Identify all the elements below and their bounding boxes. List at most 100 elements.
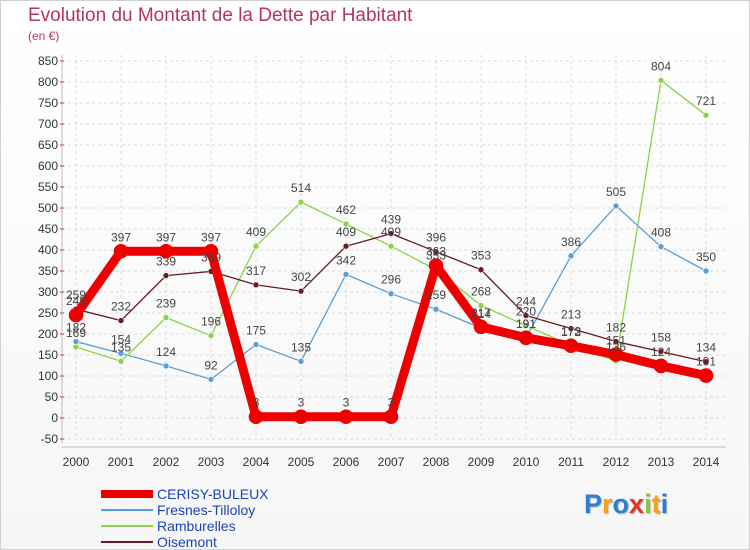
legend-swatch-cerisy-buleux: [101, 490, 153, 498]
data-point-oisemont-2010: [522, 312, 530, 319]
data-label-fresnes-tilloloy-2010: 191: [516, 317, 536, 331]
data-point-ramburelles-2000: [72, 343, 80, 351]
y-tick-label-2: 50: [45, 390, 59, 404]
data-label-cerisy-buleux-2009: 217: [471, 306, 491, 320]
data-point-fresnes-tilloloy-2013: [657, 243, 665, 250]
data-label-oisemont-2005: 302: [291, 270, 311, 284]
data-point-fresnes-tilloloy-2003: [207, 376, 215, 383]
chart-title: Evolution du Montant de la Dette par Hab…: [28, 5, 413, 26]
data-label-cerisy-buleux-2014: 101: [696, 355, 716, 369]
data-point-oisemont-2004: [252, 281, 260, 289]
data-point-ramburelles-2014: [702, 111, 710, 119]
data-label-oisemont-2002: 339: [156, 255, 176, 269]
data-label-fresnes-tilloloy-2011: 386: [561, 235, 581, 249]
data-label-cerisy-buleux-2010: 191: [516, 317, 536, 331]
y-tick-label-5: 200: [38, 327, 58, 341]
data-point-cerisy-buleux-2003: [203, 243, 219, 259]
y-tick-label-3: 100: [38, 369, 58, 383]
y-tick-label-13: 600: [38, 159, 58, 173]
x-tick-label-12: 2012: [603, 455, 630, 469]
data-point-fresnes-tilloloy-2001: [117, 350, 125, 357]
data-label-cerisy-buleux-2005: 3: [298, 396, 305, 410]
data-label-ramburelles-2007: 409: [381, 225, 401, 239]
logo-letter-6: i: [660, 489, 669, 519]
x-tick-label-14: 2014: [693, 455, 720, 469]
logo-letter-2: o: [612, 489, 630, 519]
data-point-cerisy-buleux-2009: [473, 319, 489, 335]
data-point-cerisy-buleux-2005: [293, 409, 309, 425]
data-label-cerisy-buleux-2011: 172: [561, 325, 581, 339]
data-label-fresnes-tilloloy-2003: 92: [204, 358, 218, 372]
x-tick-label-6: 2006: [333, 455, 360, 469]
data-point-fresnes-tilloloy-2006: [342, 271, 350, 278]
y-tick-label-8: 350: [38, 264, 58, 278]
y-tick-label-9: 400: [38, 243, 58, 257]
y-tick-label-4: 150: [38, 348, 58, 362]
data-point-oisemont-2012: [612, 338, 620, 345]
data-point-fresnes-tilloloy-2002: [162, 362, 170, 370]
data-label-cerisy-buleux-2004: 3: [253, 396, 260, 410]
x-tick-label-3: 2003: [198, 455, 225, 469]
data-label-ramburelles-2004: 409: [246, 225, 266, 239]
data-point-ramburelles-2007: [387, 242, 395, 250]
data-point-oisemont-2005: [297, 287, 305, 295]
data-point-oisemont-2001: [117, 317, 125, 324]
y-tick-label-18: 850: [38, 54, 58, 68]
data-label-ramburelles-2009: 268: [471, 284, 491, 298]
logo-letter-0: P: [584, 489, 603, 519]
data-label-cerisy-buleux-2002: 397: [156, 230, 176, 244]
x-tick-label-9: 2009: [468, 455, 495, 469]
data-point-fresnes-tilloloy-2012: [612, 202, 620, 210]
data-label-ramburelles-2011: 173: [561, 324, 581, 338]
data-label-fresnes-tilloloy-2009: 214: [471, 307, 491, 321]
data-label-cerisy-buleux-2013: 124: [651, 345, 671, 359]
data-label-cerisy-buleux-2001: 397: [111, 230, 131, 244]
data-label-ramburelles-2005: 514: [291, 181, 311, 195]
chart-unit-label: (en €): [28, 29, 60, 43]
data-label-cerisy-buleux-2012: 151: [606, 334, 626, 348]
legend-swatch-ramburelles: [101, 525, 153, 527]
logo-letter-5: t: [651, 489, 661, 519]
data-label-cerisy-buleux-2008: 363: [426, 245, 446, 259]
data-point-ramburelles-2004: [252, 242, 260, 250]
x-tick-label-10: 2010: [513, 455, 540, 469]
data-label-oisemont-2003: 349: [201, 250, 221, 264]
x-tick-label-1: 2001: [108, 455, 135, 469]
data-label-ramburelles-2003: 196: [201, 315, 221, 329]
data-label-fresnes-tilloloy-2002: 124: [156, 345, 176, 359]
data-point-oisemont-2007: [387, 230, 395, 237]
data-label-cerisy-buleux-2000: 245: [66, 294, 86, 308]
legend-label-fresnes-tilloloy: Fresnes-Tilloloy: [157, 502, 256, 518]
data-label-ramburelles-2002: 239: [156, 297, 176, 311]
x-tick-label-0: 2000: [63, 455, 90, 469]
data-label-fresnes-tilloloy-2000: 182: [66, 321, 86, 335]
data-label-ramburelles-2010: 220: [516, 305, 536, 319]
data-point-ramburelles-2005: [297, 198, 305, 206]
data-label-oisemont-2009: 353: [471, 249, 491, 263]
data-label-ramburelles-2006: 462: [336, 203, 356, 217]
data-label-oisemont-2000: 259: [66, 288, 86, 302]
data-point-cerisy-buleux-2014: [698, 368, 714, 383]
x-tick-label-4: 2004: [243, 455, 270, 469]
x-tick-label-5: 2005: [288, 455, 315, 469]
y-tick-label-16: 750: [38, 96, 58, 110]
data-label-cerisy-buleux-2007: 3: [388, 396, 395, 410]
data-point-fresnes-tilloloy-2011: [567, 252, 575, 260]
data-point-oisemont-2009: [477, 266, 485, 274]
data-label-oisemont-2008: 396: [426, 231, 446, 245]
data-label-ramburelles-2001: 135: [111, 340, 131, 354]
data-label-ramburelles-2000: 169: [66, 326, 86, 340]
y-tick-label-17: 800: [38, 75, 58, 89]
data-label-fresnes-tilloloy-2008: 259: [426, 288, 446, 302]
logo-letter-4: i: [644, 489, 652, 519]
data-label-oisemont-2011: 213: [561, 308, 581, 322]
data-label-oisemont-2010: 244: [516, 295, 536, 309]
legend-swatch-fresnes-tilloloy: [101, 509, 153, 511]
legend-swatch-oisemont: [101, 541, 153, 543]
x-tick-label-13: 2013: [648, 455, 675, 469]
data-point-cerisy-buleux-2013: [653, 358, 669, 374]
data-label-fresnes-tilloloy-2007: 296: [381, 273, 401, 287]
legend-label-cerisy-buleux: CERISY-BULEUX: [157, 486, 269, 502]
data-point-oisemont-2013: [657, 348, 665, 355]
